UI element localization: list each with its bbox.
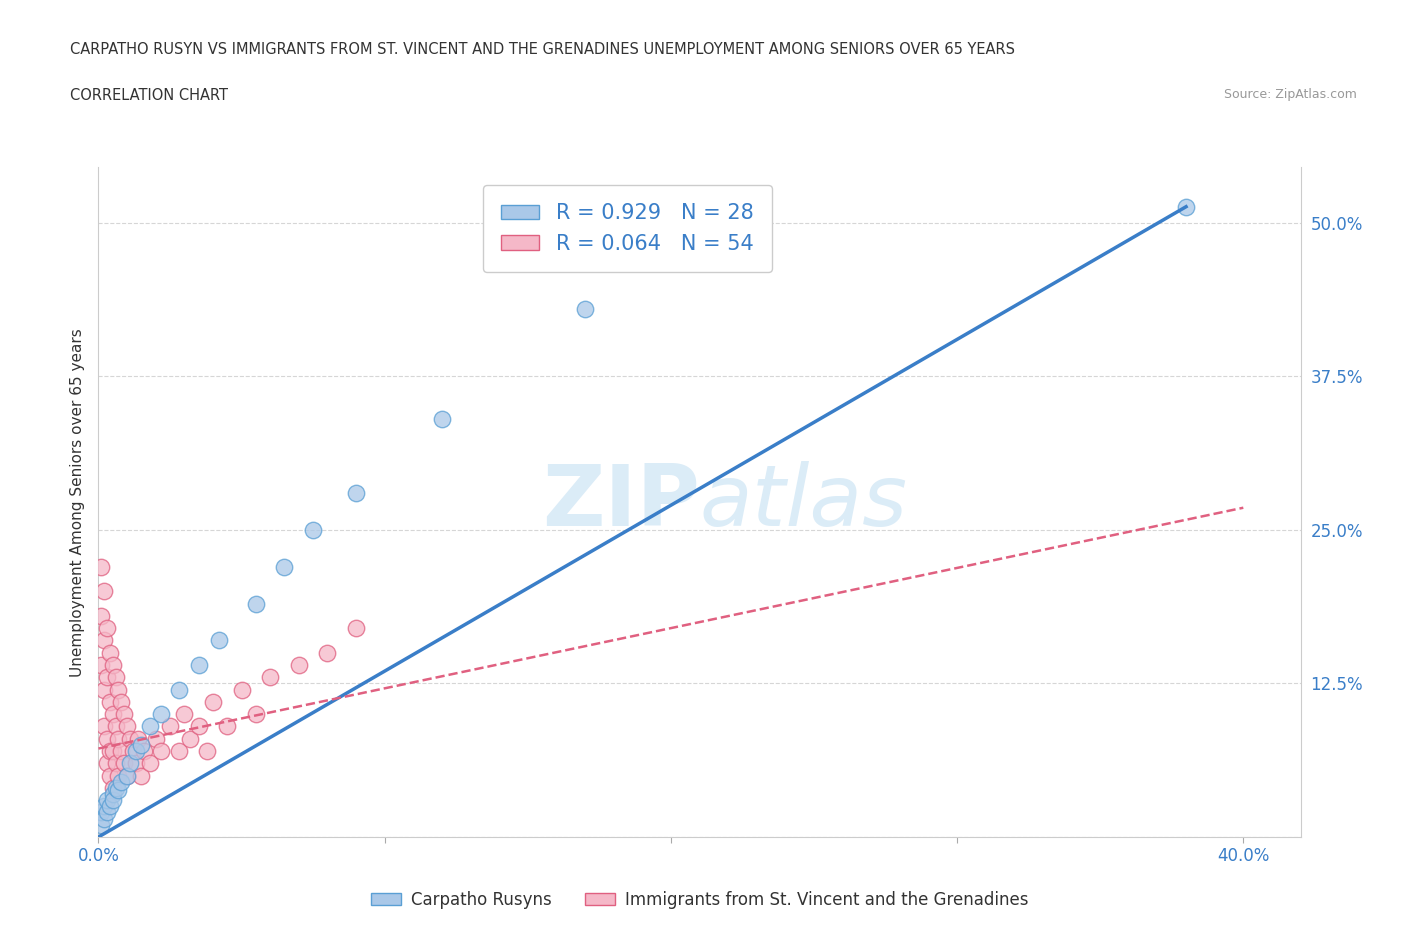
Point [110, 775, 132, 790]
Point [259, 670, 281, 684]
Point [98, 744, 121, 759]
Point [107, 731, 129, 746]
Point [101, 787, 124, 802]
Text: atlas: atlas [699, 460, 907, 544]
Point [150, 707, 173, 722]
Point [134, 744, 156, 759]
Point [110, 744, 132, 759]
Point [115, 768, 138, 783]
Point [107, 783, 129, 798]
Point [118, 756, 141, 771]
Point [96, 805, 118, 820]
Text: ZIP: ZIP [541, 460, 699, 544]
Point [93, 682, 115, 697]
Point [1175, 199, 1198, 214]
Point [96, 756, 118, 771]
Text: CARPATHO RUSYN VS IMMIGRANTS FROM ST. VINCENT AND THE GRENADINES UNEMPLOYMENT AM: CARPATHO RUSYN VS IMMIGRANTS FROM ST. VI… [70, 42, 1015, 57]
Point [93, 811, 115, 826]
Point [98, 645, 121, 660]
Point [167, 744, 190, 759]
Point [179, 731, 201, 746]
Point [98, 799, 121, 814]
Point [112, 756, 135, 771]
Point [96, 792, 118, 807]
Point [98, 768, 121, 783]
Point [115, 719, 138, 734]
Point [112, 707, 135, 722]
Point [208, 633, 231, 648]
Point [101, 744, 124, 759]
Point [115, 768, 138, 783]
Point [150, 744, 173, 759]
Point [245, 707, 267, 722]
Point [245, 596, 267, 611]
Point [107, 682, 129, 697]
Point [104, 719, 127, 734]
Point [90, 559, 112, 574]
Point [139, 719, 162, 734]
Point [124, 756, 146, 771]
Legend: Carpatho Rusyns, Immigrants from St. Vincent and the Grenadines: Carpatho Rusyns, Immigrants from St. Vin… [364, 884, 1035, 916]
Point [96, 620, 118, 635]
Point [173, 707, 195, 722]
Point [110, 695, 132, 710]
Point [302, 523, 325, 538]
Point [96, 731, 118, 746]
Point [93, 799, 115, 814]
Point [131, 737, 153, 752]
Point [96, 670, 118, 684]
Point [167, 682, 190, 697]
Point [121, 744, 143, 759]
Point [104, 756, 127, 771]
Point [101, 780, 124, 795]
Point [195, 744, 218, 759]
Point [316, 645, 339, 660]
Text: CORRELATION CHART: CORRELATION CHART [70, 88, 228, 103]
Point [93, 719, 115, 734]
Point [139, 756, 162, 771]
Point [107, 768, 129, 783]
Point [104, 780, 127, 795]
Point [118, 731, 141, 746]
Point [574, 301, 596, 316]
Text: Source: ZipAtlas.com: Source: ZipAtlas.com [1223, 88, 1357, 101]
Point [131, 768, 153, 783]
Point [273, 559, 295, 574]
Point [124, 744, 146, 759]
Point [128, 731, 150, 746]
Point [93, 633, 115, 648]
Point [201, 695, 224, 710]
Point [104, 670, 127, 684]
Point [344, 620, 367, 635]
Point [231, 682, 253, 697]
Point [344, 485, 367, 500]
Point [159, 719, 181, 734]
Y-axis label: Unemployment Among Seniors over 65 years: Unemployment Among Seniors over 65 years [69, 328, 84, 677]
Point [187, 719, 209, 734]
Point [101, 792, 124, 807]
Point [430, 412, 453, 427]
Point [145, 731, 167, 746]
Point [93, 584, 115, 599]
Point [217, 719, 239, 734]
Point [101, 707, 124, 722]
Point [90, 817, 112, 832]
Point [101, 658, 124, 672]
Point [98, 695, 121, 710]
Point [187, 658, 209, 672]
Point [90, 805, 112, 820]
Point [90, 608, 112, 623]
Point [90, 658, 112, 672]
Point [287, 658, 309, 672]
